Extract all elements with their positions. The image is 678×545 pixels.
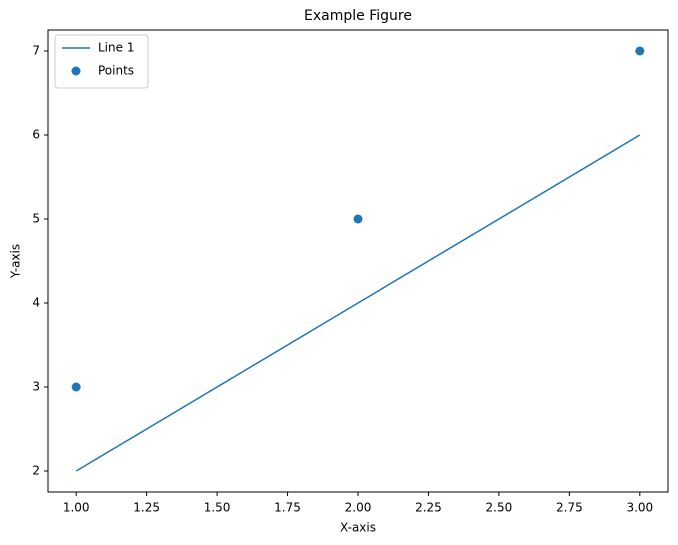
y-tick-label: 3	[32, 380, 40, 394]
plot-frame	[47, 29, 669, 493]
x-tick-label: 1.00	[63, 501, 90, 515]
legend-marker	[71, 66, 81, 76]
line	[75, 134, 641, 472]
x-tick-label: 1.50	[204, 501, 231, 515]
scatter-point	[635, 46, 645, 56]
y-tick-label: 2	[32, 464, 40, 478]
legend-label: Line 1	[98, 41, 134, 55]
x-tick-label: 1.25	[133, 501, 160, 515]
x-tick-label: 2.25	[415, 501, 442, 515]
x-tick-label: 2.75	[556, 501, 583, 515]
x-tick-label: 1.75	[274, 501, 301, 515]
y-tick-label: 7	[32, 44, 40, 58]
x-tick-label: 3.00	[626, 501, 653, 515]
x-tick-label: 2.00	[345, 501, 372, 515]
y-tick-label: 4	[32, 296, 40, 310]
y-tick-label: 5	[32, 212, 40, 226]
legend-label: Points	[98, 64, 134, 78]
scatter-point	[71, 382, 81, 392]
x-tick-label: 2.50	[486, 501, 513, 515]
x-axis-label: X-axis	[340, 521, 376, 535]
chart-title: Example Figure	[304, 8, 412, 24]
y-axis-label: Y-axis	[9, 244, 23, 279]
y-tick-label: 6	[32, 128, 40, 142]
scatter-point	[353, 214, 363, 224]
